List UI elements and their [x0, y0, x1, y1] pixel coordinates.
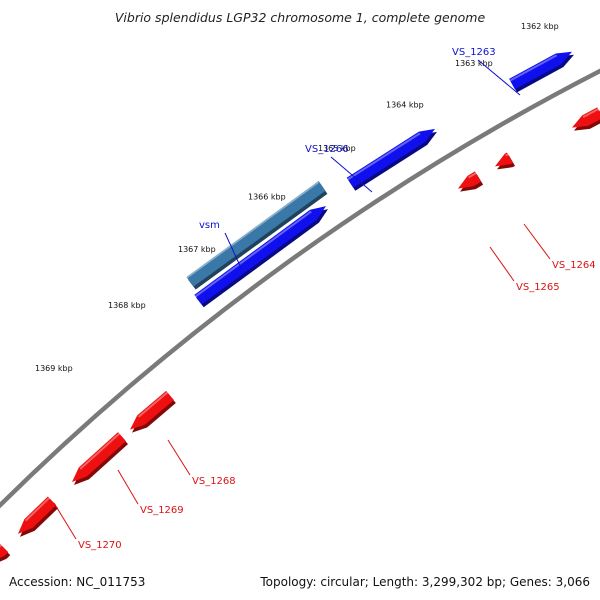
gene-label-vs-1265[interactable]: VS_1265 — [489, 246, 560, 293]
gene-label-vs-1268[interactable]: VS_1268 — [167, 439, 236, 487]
gene-arrow-forward[interactable] — [194, 206, 328, 308]
gene-label-vs-1266[interactable]: VS_1266 — [305, 144, 373, 193]
gene-label-vsm[interactable]: vsm — [199, 220, 243, 271]
scale-label: 1366 kbp — [248, 193, 286, 202]
gene-arrow-vs-1264-small[interactable] — [495, 152, 516, 170]
gene-arrow-vs-1266[interactable] — [346, 128, 437, 191]
genome-summary-text: Topology: circular; Length: 3,299,302 bp… — [260, 575, 590, 589]
scale-label: 1367 kbp — [178, 245, 216, 254]
gene-label-text: VS_1265 — [516, 282, 560, 293]
map-title: Vibrio splendidus LGP32 chromosome 1, co… — [114, 10, 486, 25]
gene-label-text: vsm — [199, 220, 220, 231]
gene-arrow-vs-1263[interactable] — [509, 51, 574, 93]
gene-label-text: VS_1264 — [552, 260, 596, 271]
gene-label-vs-1263[interactable]: VS_1263 — [452, 47, 521, 96]
genome-backbone — [0, 68, 600, 509]
scale-label: 1363 kbp — [455, 59, 493, 68]
gene-arrow-vs-1264[interactable] — [572, 107, 600, 131]
gene-label-text: VS_1269 — [140, 505, 184, 516]
accession-text: Accession: NC_011753 — [9, 575, 146, 589]
gene-label-vs-1264[interactable]: VS_1264 — [523, 223, 596, 271]
scale-label: 1364 kbp — [386, 100, 424, 109]
gene-arrow-vs-1268[interactable] — [130, 390, 176, 433]
gene-arrow-edge[interactable] — [0, 543, 11, 565]
gene-arrow-vs-1270[interactable] — [18, 496, 59, 537]
gene-rna-vsm[interactable] — [185, 180, 328, 290]
scale-label: 1362 kbp — [521, 22, 559, 31]
scale-label: 1369 kbp — [35, 364, 73, 373]
gene-label-text: VS_1268 — [192, 476, 236, 487]
scale-label: 1368 kbp — [108, 301, 146, 310]
gene-label-vs-1269[interactable]: VS_1269 — [117, 469, 184, 516]
gene-label-text: VS_1270 — [78, 540, 122, 551]
gene-label-text: VS_1263 — [452, 47, 496, 58]
scale-label: 1365 kbp — [318, 144, 356, 153]
gene-label-vs-1270[interactable]: VS_1270 — [53, 502, 122, 551]
gene-arrow-vs-1265[interactable] — [458, 171, 484, 192]
gene-label-text: VS_1266 — [305, 144, 349, 155]
gene-arrow-vs-1269[interactable] — [72, 432, 128, 485]
